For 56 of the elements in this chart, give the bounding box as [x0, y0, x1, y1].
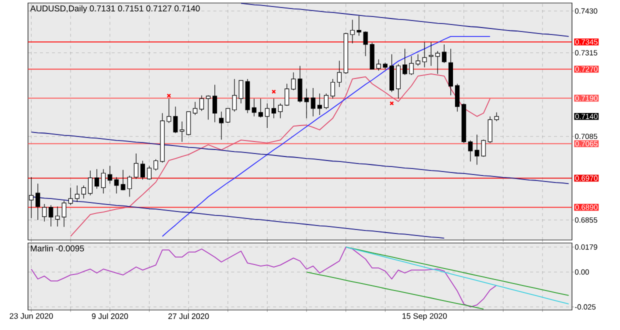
candlestick: [317, 93, 322, 116]
candlestick: [448, 48, 454, 96]
candlestick: [154, 159, 158, 171]
candlestick: [140, 160, 145, 180]
candlestick: [219, 111, 224, 140]
candlestick: [252, 98, 256, 117]
candlestick: [337, 60, 342, 88]
candlestick: [134, 153, 138, 180]
candlestick: [272, 98, 276, 119]
candlestick: [238, 80, 244, 104]
candlestick: [36, 183, 40, 220]
candlestick: [88, 170, 93, 196]
candlestick: [74, 185, 80, 202]
candlestick: [310, 88, 316, 117]
candlestick: [284, 83, 290, 106]
candlestick: [127, 175, 132, 198]
candlestick: [376, 59, 381, 71]
candlestick: [226, 108, 230, 124]
candlestick: [258, 98, 263, 118]
candlestick: [324, 93, 328, 110]
candlestick: [192, 102, 198, 116]
candlestick: [108, 166, 112, 184]
candlestick: [186, 111, 191, 136]
candlestick: [304, 88, 309, 119]
candlestick: [396, 64, 401, 99]
candlestick: [166, 98, 172, 124]
candlestick: [455, 83, 460, 112]
candlestick: [146, 166, 152, 180]
candlestick: [409, 56, 414, 76]
candlestick: [42, 204, 47, 222]
candlestick: [291, 72, 296, 91]
chart-title: Marlin -0.0095: [30, 245, 84, 252]
chart-title: AUDUSD,Daily 0.7131 0.7151 0.7127 0.7140: [30, 5, 200, 14]
candlestick: [298, 66, 302, 103]
candlestick: [264, 103, 270, 128]
candlestick: [435, 50, 440, 74]
candlestick: [468, 140, 473, 162]
candlestick: [278, 103, 283, 119]
candlestick: [350, 19, 355, 44]
candlestick: [402, 48, 408, 76]
candlestick: [232, 78, 237, 112]
candlestick: [488, 116, 492, 144]
candlestick: [428, 42, 434, 66]
candlestick: [101, 168, 106, 194]
candlestick: [62, 200, 66, 228]
candlestick: [55, 206, 60, 227]
candlestick: [81, 185, 86, 199]
candlestick: [442, 44, 446, 64]
candlestick: [212, 84, 218, 123]
candlestick: [330, 78, 336, 99]
point: [166, 94, 172, 98]
candlestick: [206, 95, 211, 120]
candlestick: [94, 168, 100, 190]
candlestick: [48, 204, 54, 227]
candlestick: [199, 95, 204, 112]
candlestick: [68, 187, 73, 206]
